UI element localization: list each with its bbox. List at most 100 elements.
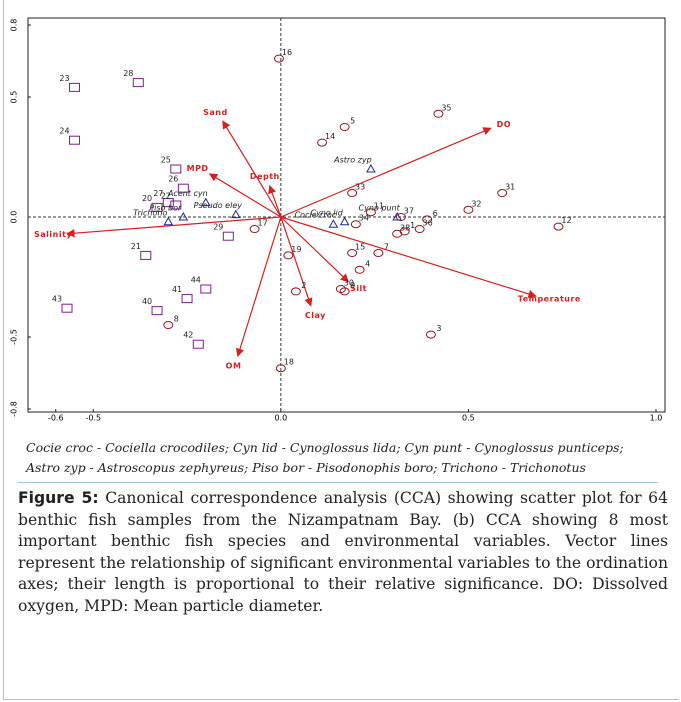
sample-circle	[290, 287, 301, 296]
sample-circle	[414, 225, 425, 233]
sample-label: 26	[168, 175, 178, 184]
sample-circle	[339, 287, 350, 296]
sample-label: 25	[161, 156, 171, 165]
figure-frame	[3, 0, 679, 700]
species-label: Cocie croc	[295, 211, 337, 220]
sample-square	[170, 200, 182, 210]
sample-square	[181, 294, 193, 304]
sample-circle	[317, 138, 328, 147]
species-triangle	[200, 197, 211, 207]
species-triangle	[230, 209, 241, 219]
sample-square	[222, 231, 234, 241]
species-triangle	[392, 211, 403, 221]
sample-circle	[399, 227, 410, 236]
cca-biplot: -0.6 -0.5 0.0 0.5 1.0 -0.8 -0.5 0.0 0.5 0.8 Sand DO…	[10, 17, 666, 423]
vector-label: Sand	[203, 108, 228, 117]
sample-label: 9	[350, 281, 355, 290]
sample-square	[61, 303, 73, 313]
y-tick-label: 0.5	[10, 91, 19, 104]
sample-square	[162, 198, 174, 208]
caption-text: Canonical correspondence analysis (CCA) …	[18, 489, 668, 615]
sample-label: 12	[561, 216, 571, 225]
sample-circle	[163, 321, 174, 329]
sample-label: 4	[365, 259, 370, 268]
vector	[222, 120, 282, 218]
sample-circle	[335, 285, 346, 293]
sample-square	[170, 164, 182, 174]
sample-label: 36	[423, 219, 433, 228]
sample-square	[192, 339, 204, 349]
species-triangle	[339, 216, 350, 226]
sample-circle	[463, 205, 474, 214]
sample-label: 34	[359, 214, 369, 223]
sample-square	[140, 250, 152, 260]
species-label: Cyno lid	[310, 208, 343, 217]
x-tick-label: -0.5	[85, 414, 101, 423]
vector-label: OM	[226, 361, 242, 370]
species-triangle	[178, 211, 189, 221]
vector-label: Silt	[350, 284, 367, 293]
caption: Figure 5: Canonical correspondence analy…	[18, 488, 668, 617]
sample-label: 1	[410, 221, 415, 230]
sample-label: 22	[161, 192, 171, 201]
sample-circle	[425, 330, 436, 339]
species-triangle	[328, 219, 339, 228]
sample-label: 40	[142, 297, 152, 306]
sample-label: 8	[174, 315, 179, 324]
sample-label: 37	[404, 207, 414, 216]
sample-circle	[433, 109, 444, 118]
sample-circle	[553, 222, 564, 231]
sample-square	[69, 135, 81, 145]
sample-label: 42	[183, 331, 193, 340]
sample-square	[151, 306, 163, 316]
sample-label: 6	[433, 209, 438, 218]
sample-label: 11	[374, 202, 384, 211]
sample-circle	[283, 251, 294, 260]
sample-circle	[422, 215, 433, 224]
sample-label: 5	[350, 117, 355, 126]
sample-label: 17	[257, 219, 267, 228]
caption-label: Figure 5:	[18, 489, 99, 507]
sample-label: 20	[142, 194, 152, 203]
abbreviation-line: Astro zyp - Astroscopus zephyreus; Piso …	[26, 460, 586, 475]
species-label: Pseudo eley	[194, 201, 243, 210]
species-label: Trichono	[133, 208, 167, 217]
sample-circle	[275, 364, 286, 373]
sample-label: 7	[384, 243, 389, 252]
vector-label: Temperature	[518, 295, 581, 304]
x-tick-label: 1.0	[650, 414, 663, 423]
sample-label: 23	[59, 74, 69, 83]
sample-label: 24	[59, 127, 69, 136]
vector-label: DO	[497, 120, 511, 129]
sample-circle	[350, 220, 361, 229]
sample-label: 21	[131, 242, 141, 251]
vector	[208, 173, 282, 218]
sample-label: 43	[52, 295, 62, 304]
sample-circle	[347, 189, 358, 197]
sample-label: 33	[355, 183, 365, 192]
x-tick-label: 0.0	[274, 414, 287, 423]
vector-label: MPD	[187, 164, 209, 173]
sample-circle	[249, 225, 260, 233]
sample-label: 3	[436, 324, 441, 333]
abbreviation-line: Cocie croc - Cociella crocodiles; Cyn li…	[26, 440, 624, 455]
vector-label: Salinity	[34, 230, 72, 239]
species-triangle	[163, 216, 174, 226]
sample-square	[200, 284, 212, 294]
species-label: Astro zyp	[333, 156, 372, 165]
y-tick-label: 0.8	[10, 19, 19, 32]
sample-label: 28	[123, 69, 133, 78]
sample-square	[151, 202, 163, 212]
sample-circle	[365, 208, 376, 217]
sample-square	[69, 82, 81, 92]
x-tick-label: -0.6	[48, 414, 64, 423]
sample-label: 30	[344, 279, 354, 288]
sample-circle	[273, 54, 284, 63]
separator	[18, 482, 658, 483]
vector	[280, 216, 537, 298]
vector	[235, 216, 282, 358]
sample-label: 16	[282, 48, 292, 57]
species-label: Piso bor	[149, 204, 182, 213]
vector-label: Depth	[250, 172, 280, 181]
species-label: Cyno punt	[359, 204, 401, 213]
